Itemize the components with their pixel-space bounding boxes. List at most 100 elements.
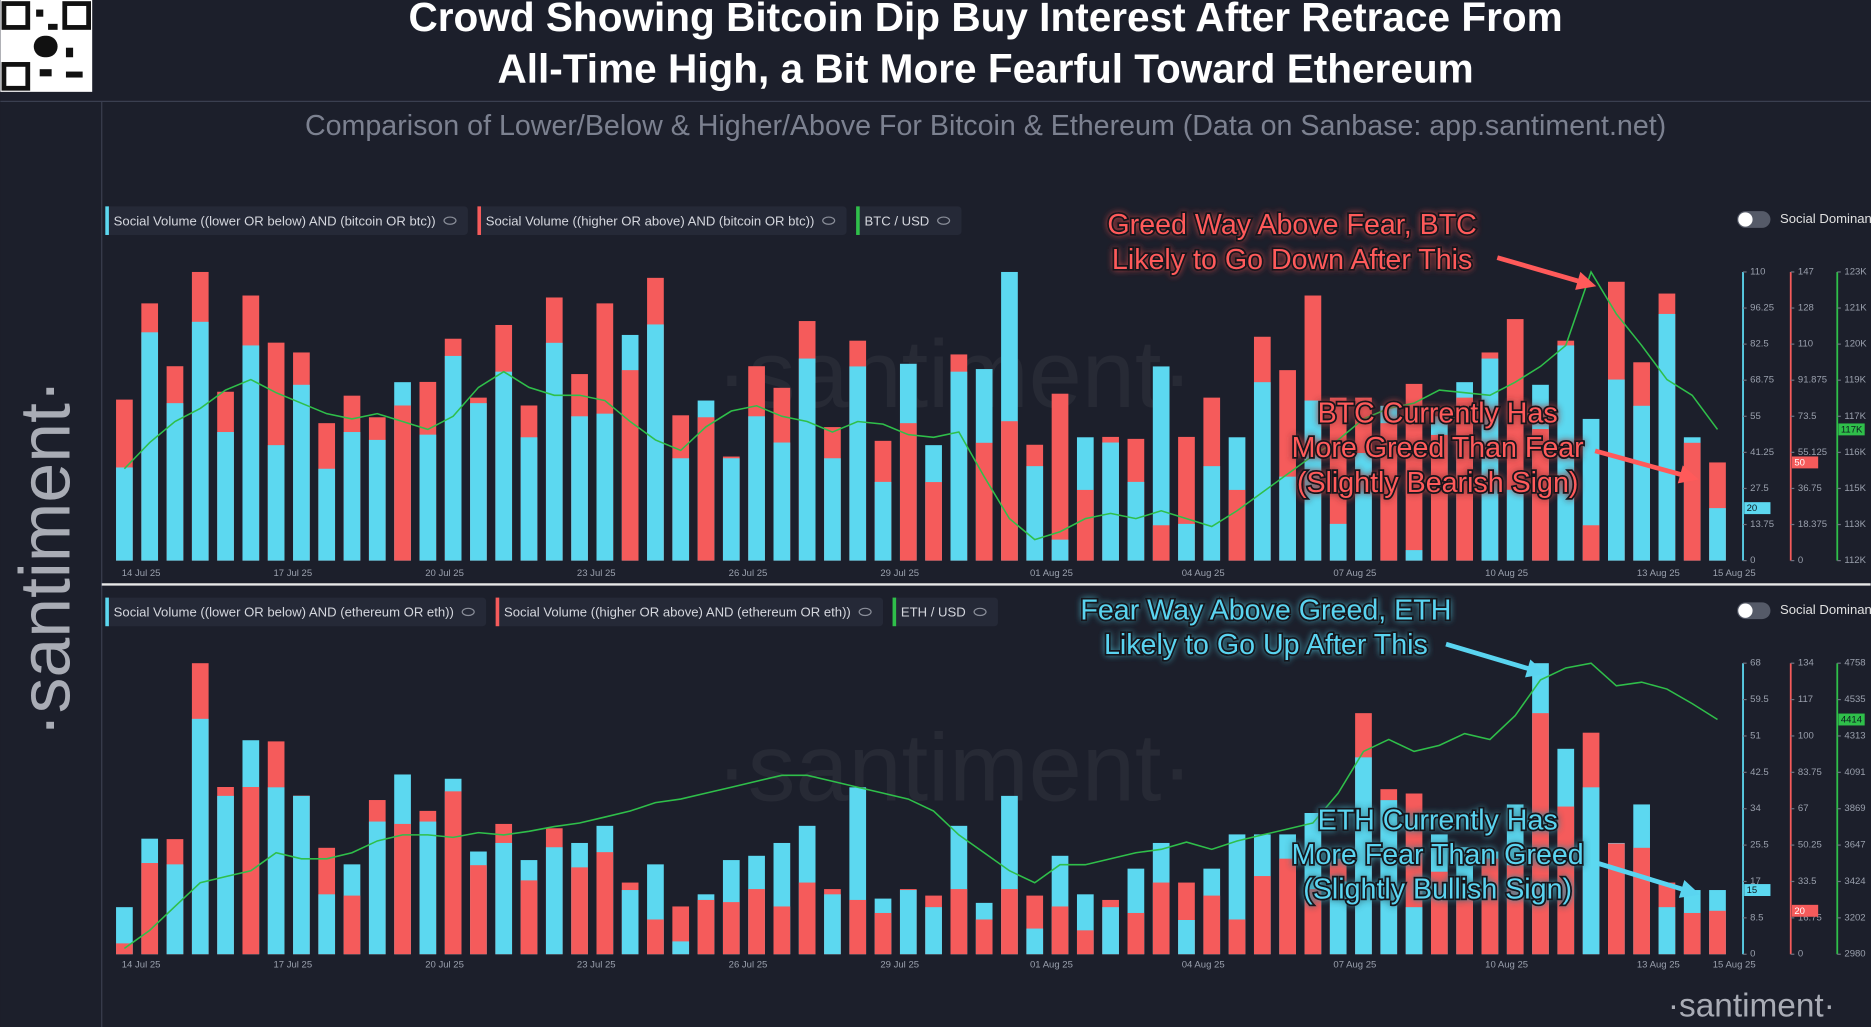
legend-eye[interactable]: [443, 216, 457, 225]
y-tick-label: 2980: [1844, 949, 1865, 960]
annotation-text: (Slightly Bullish Sign): [1303, 874, 1572, 906]
bar: [1051, 539, 1069, 561]
y-tick-label: 0: [1798, 949, 1803, 960]
bar: [798, 882, 816, 955]
x-tick-label: 20 Jul 25: [425, 959, 464, 970]
legend-eye[interactable]: [822, 216, 836, 225]
bar: [1355, 453, 1372, 561]
bar: [596, 413, 614, 561]
y-tick-label: 134: [1798, 658, 1815, 669]
annotation-arrow: [1445, 641, 1534, 673]
legend-label: BTC / USD: [864, 213, 929, 228]
side-brand: ·santiment·: [5, 379, 85, 737]
bar: [1456, 895, 1473, 955]
annotation-arrow: [1594, 448, 1686, 478]
bar: [722, 458, 740, 561]
bar: [1228, 919, 1246, 955]
bar: [1329, 881, 1347, 955]
legend-swatch: [105, 597, 109, 627]
bar: [849, 899, 867, 955]
x-tick-label: 07 Aug 25: [1333, 959, 1376, 970]
y-tick-label: 120K: [1844, 339, 1867, 350]
legend-eye[interactable]: [973, 607, 987, 617]
y-tick-label: 50.25: [1798, 840, 1822, 851]
legend-box: [495, 597, 884, 627]
legend-eye[interactable]: [937, 216, 951, 225]
y-tick-label: 16.75: [1798, 912, 1822, 923]
bar: [217, 795, 234, 955]
y-tick-label: 73.5: [1798, 411, 1817, 422]
bar: [1076, 930, 1094, 955]
bar: [419, 434, 437, 561]
bar: [647, 919, 664, 955]
bar: [1582, 787, 1600, 955]
y-tick-label: 117K: [1844, 411, 1866, 422]
bar: [343, 432, 361, 561]
toggle-knob[interactable]: [1738, 603, 1753, 618]
bar: [116, 943, 133, 955]
legend-swatch: [856, 206, 860, 235]
bar: [1001, 421, 1018, 561]
bar: [1304, 400, 1322, 561]
legend-swatch: [477, 206, 482, 235]
y-tick-label: 3869: [1844, 803, 1865, 814]
y-tick-label: 117: [1798, 694, 1813, 705]
value-badge-label: 20: [1794, 906, 1805, 917]
annotation-text: Likely to Go Down After This: [1112, 244, 1472, 276]
y-tick-label: 110: [1750, 266, 1765, 277]
bar: [444, 355, 462, 561]
y-tick-label: 34: [1750, 803, 1761, 814]
bar: [191, 718, 209, 955]
bar: [545, 342, 563, 561]
bar: [242, 345, 260, 561]
subtitle: Comparison of Lower/Below & Higher/Above…: [305, 110, 1666, 142]
value-badge: [1791, 904, 1819, 917]
watermark: ·santiment·: [716, 716, 1193, 822]
annotation-text: Fear Way Above Greed, ETH: [1080, 594, 1451, 626]
legend-eye[interactable]: [858, 607, 872, 617]
bar: [318, 468, 336, 561]
y-tick-label: 100: [1798, 730, 1814, 741]
bar: [1279, 858, 1296, 955]
x-tick-label: 14 Jul 25: [122, 959, 161, 970]
toggle-label: Social Dominance: [1780, 602, 1871, 617]
bar: [950, 889, 968, 955]
bar: [1481, 858, 1499, 955]
x-tick-label: 14 Jul 25: [122, 568, 161, 579]
legend-eye[interactable]: [461, 607, 475, 617]
price-line: [123, 662, 1718, 949]
bar: [343, 895, 361, 955]
value-badge: [1838, 713, 1865, 726]
x-tick-label: 23 Jul 25: [577, 959, 616, 970]
legend-label: ETH / USD: [901, 605, 966, 620]
bar: [116, 907, 133, 955]
bar: [1430, 434, 1448, 561]
y-tick-label: 13.75: [1750, 519, 1774, 530]
bar: [1683, 442, 1701, 561]
toggle-knob[interactable]: [1738, 212, 1753, 227]
legend-box: [105, 597, 487, 627]
annotation-text: Greed Way Above Fear, BTC: [1107, 209, 1476, 241]
annotation-text: ETH Currently Has: [1318, 804, 1558, 836]
legend-label: Social Volume ((higher OR above) AND (bi…: [486, 213, 815, 228]
x-tick-label: 17 Jul 25: [273, 568, 312, 579]
value-badge-label: 4414: [1841, 715, 1863, 726]
y-tick-label: 147: [1798, 266, 1814, 277]
bar: [925, 907, 942, 955]
bar: [419, 821, 437, 955]
bar: [899, 423, 917, 561]
x-tick-label: 01 Aug 25: [1030, 959, 1073, 970]
bar: [1557, 806, 1575, 955]
y-tick-label: 33.5: [1798, 876, 1817, 887]
y-tick-label: 112K: [1844, 555, 1866, 566]
legend-item: BTC / USD: [856, 206, 962, 235]
bar: [849, 366, 867, 561]
bar: [1506, 489, 1524, 561]
y-tick-label: 68.75: [1750, 375, 1774, 386]
x-tick-label: 29 Jul 25: [880, 959, 919, 970]
price-line: [123, 270, 1719, 541]
legend-label: Social Volume ((lower OR below) AND (eth…: [114, 605, 454, 620]
